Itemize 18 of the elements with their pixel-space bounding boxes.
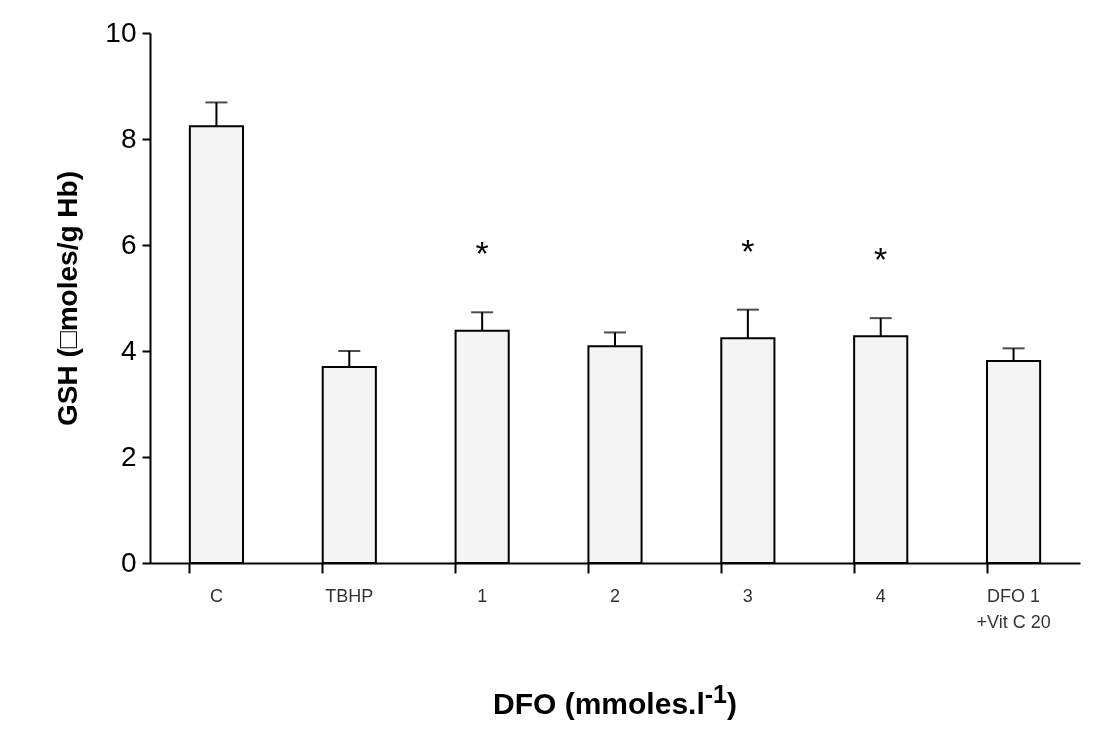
x-tick-label: 1 [477,585,488,606]
data-label: * [741,231,755,270]
y-tick-label: 4 [120,334,137,366]
y-axis-title: GSH (□moles/g Hb) [52,171,84,426]
x-tick-label: C [209,585,223,606]
y-tick-label: 10 [105,16,137,48]
y-tick-label: 6 [120,228,137,260]
x-tick-label: 4 [875,585,886,606]
x-tick-label: 2 [609,585,621,606]
data-label: * [475,234,489,273]
x-tick-label: TBHP [325,585,374,606]
x-tick-label: 3 [742,585,753,606]
y-tick-label: 2 [120,440,137,472]
y-tick-label: 8 [120,122,137,154]
x-axis-title: DFO (mmoles.l$^{-1}$) [492,680,738,721]
y-tick-label: 0 [120,546,137,578]
x-tick-label: DFO 1 +Vit C 20 [976,585,1051,632]
data-label: * [874,240,888,279]
